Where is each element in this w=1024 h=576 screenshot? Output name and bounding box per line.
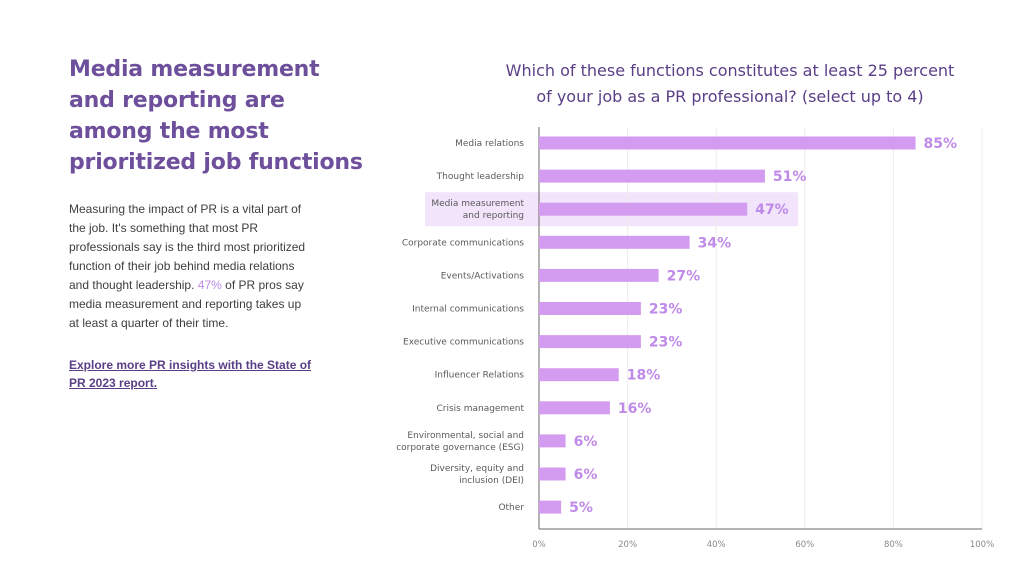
- bar-value-label: 85%: [924, 136, 958, 152]
- intro-paragraph: Measuring the impact of PR is a vital pa…: [69, 200, 309, 333]
- bar: [539, 500, 562, 514]
- bar-value-label: 23%: [649, 335, 683, 351]
- bar-value-label: 47%: [755, 202, 789, 218]
- bar: [539, 302, 641, 315]
- category-label: Influencer Relations: [435, 371, 525, 381]
- bar: [539, 434, 566, 448]
- intro-panel: Media measurement and reporting are amon…: [69, 54, 369, 392]
- x-tick-label: 100%: [970, 540, 994, 550]
- report-link[interactable]: Explore more PR insights with the State …: [69, 358, 312, 390]
- intro-text-rest: of PR pros say media measurement and rep…: [69, 278, 304, 330]
- x-tick-label: 60%: [795, 540, 814, 550]
- bar: [539, 136, 916, 150]
- category-label: Other: [498, 503, 524, 513]
- category-label: Events/Activations: [441, 271, 525, 281]
- category-label: Thought leadership: [436, 172, 525, 182]
- bar: [539, 368, 619, 382]
- category-label: Internal communications: [412, 305, 524, 315]
- stat-highlight: 47%: [197, 278, 222, 292]
- x-tick-label: 0%: [532, 540, 546, 550]
- category-label: Corporate communications: [402, 238, 524, 248]
- bar: [539, 235, 690, 249]
- category-label: Executive communications: [403, 338, 524, 348]
- bar: [539, 169, 765, 183]
- x-tick-label: 20%: [618, 540, 637, 550]
- bar-value-label: 16%: [618, 401, 652, 417]
- chart-title: Which of these functions constitutes at …: [430, 58, 1024, 110]
- category-label: Environmental, social and corporate gover…: [396, 431, 524, 453]
- category-label: Media relations: [455, 139, 524, 149]
- chart-title-line-2: of your job as a PR professional? (selec…: [536, 87, 924, 106]
- page-headline: Media measurement and reporting are amon…: [69, 57, 363, 175]
- bar: [539, 202, 748, 216]
- bar-value-label: 5%: [569, 500, 593, 516]
- chart-title-line-1: Which of these functions constitutes at …: [505, 61, 955, 80]
- x-tick-label: 80%: [884, 540, 903, 550]
- category-label: Crisis management: [436, 404, 524, 414]
- x-tick-label: 40%: [707, 540, 726, 550]
- bar: [539, 401, 610, 415]
- bar-value-label: 34%: [698, 235, 732, 251]
- bar-value-label: 27%: [667, 268, 701, 284]
- category-label: Diversity, equity and inclusion (DEI): [430, 464, 524, 486]
- bar: [539, 467, 566, 481]
- category-label: Media measurement and reporting: [431, 199, 524, 221]
- bar-value-label: 6%: [574, 434, 598, 450]
- bar-value-label: 18%: [627, 368, 661, 384]
- bar-value-label: 23%: [649, 302, 683, 318]
- bar: [539, 268, 659, 282]
- intro-text: Measuring the impact of PR is a vital pa…: [69, 202, 306, 292]
- bar-value-label: 51%: [773, 169, 807, 185]
- bar: [539, 335, 641, 349]
- bar-value-label: 6%: [574, 467, 598, 483]
